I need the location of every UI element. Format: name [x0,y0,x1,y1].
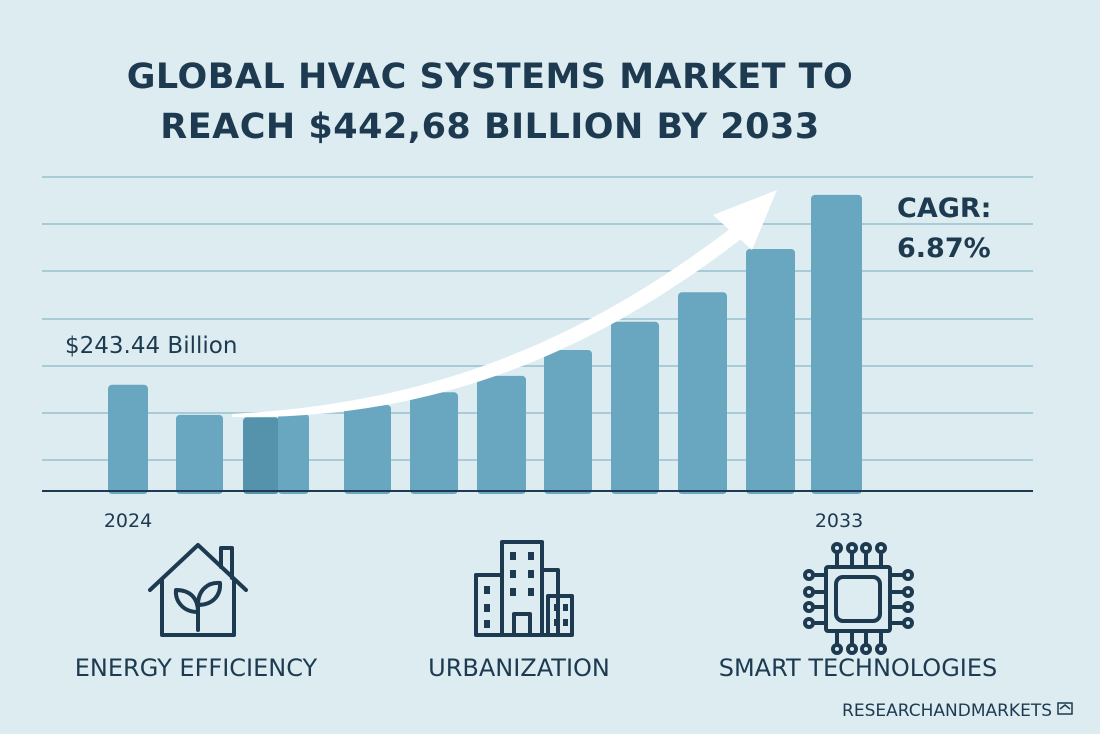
bar-3 [243,417,279,494]
brand-mark-icon [1057,702,1073,715]
start-value-label: $243.44 Billion [65,333,237,359]
house-leaf-icon [148,543,248,637]
bar-9 [611,321,659,494]
title-line-1: GLOBAL HVAC SYSTEMS MARKET TO [127,57,854,97]
bar-10 [678,292,727,494]
title-line-2: REACH $442,68 BILLION BY 2033 [160,107,819,147]
x-tick-2024: 2024 [104,510,152,532]
bar-7 [477,375,526,494]
x-tick-2033: 2033 [815,510,863,532]
driver-label-energy-efficiency: ENERGY EFFICIENCY [75,654,318,682]
gridlines [42,176,1033,461]
bar-5 [344,404,391,494]
bar-6 [410,392,458,494]
bar-4 [278,413,309,494]
bar-8 [544,350,592,494]
bar-12 [811,194,862,494]
driver-label-smart-technologies: SMART TECHNOLOGIES [719,654,998,682]
microchip-icon [803,542,914,655]
brand-logo: RESEARCHANDMARKETS [842,701,1052,721]
bar-1 [108,384,148,494]
cagr-label: CAGR: [897,193,991,224]
driver-label-urbanization: URBANIZATION [428,654,610,682]
bar-2 [176,414,223,494]
cagr-value: 6.87% [897,233,991,264]
buildings-icon [474,540,574,637]
trend-arrow [232,190,777,418]
bars [108,194,862,494]
bar-11 [746,248,795,494]
